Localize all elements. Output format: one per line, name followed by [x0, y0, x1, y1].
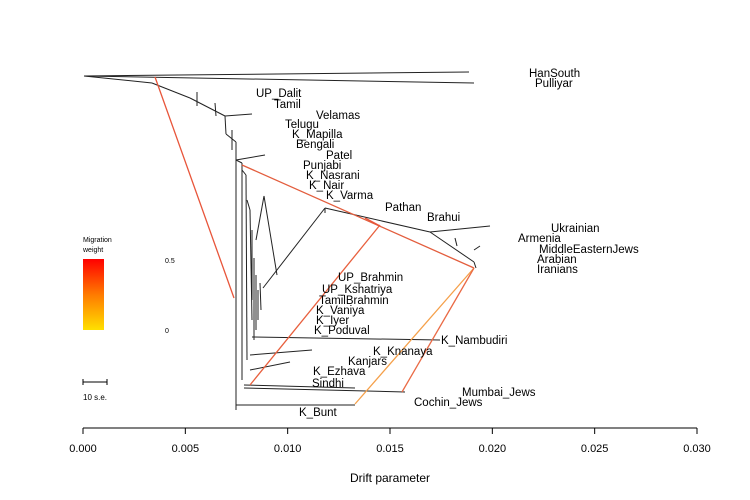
branch — [243, 384, 356, 389]
x-tick-label: 0.015 — [376, 443, 404, 455]
tip-label: K_Bunt — [299, 407, 338, 419]
tip-label: HanSouth — [529, 68, 580, 80]
legend-high-label: 0.5 — [165, 258, 175, 265]
branch — [255, 195, 265, 241]
branch — [249, 361, 291, 371]
tip-label: UP_Kshatriya — [322, 284, 393, 296]
tip-label: Brahui — [427, 212, 460, 224]
tip-label: MiddleEasternJews — [539, 244, 639, 256]
tip-label: K_Nasrani — [306, 170, 360, 182]
legend-low-label: 0 — [165, 328, 169, 335]
tip-label: K_Vaniya — [316, 305, 365, 317]
tree-branches — [83, 71, 491, 410]
x-tick-label: 0.030 — [683, 443, 711, 455]
tip-label: K_Mapilla — [292, 129, 343, 141]
x-tick-label: 0.020 — [479, 443, 507, 455]
branch — [429, 225, 491, 233]
scale-bar: 10 s.e. — [82, 379, 108, 402]
branch — [83, 75, 153, 84]
tip-label: Pathan — [385, 202, 421, 214]
migration-arrow — [401, 267, 475, 393]
branch — [249, 209, 253, 321]
branch — [251, 336, 441, 341]
tip-label: Tamil — [274, 99, 301, 111]
branch — [473, 245, 481, 251]
tip-label: Bengali — [296, 139, 334, 151]
migration-arrow — [249, 224, 381, 386]
migration-arrow — [364, 217, 381, 227]
tip-label: Mumbai_Jews — [462, 387, 536, 399]
tip-label: K_Iyer — [316, 315, 349, 327]
migration-legend: Migration weight 0.5 0 — [82, 237, 175, 335]
tip-label: Ukrainian — [551, 223, 600, 235]
tip-label: Armenia — [518, 233, 561, 245]
x-axis: 0.000 0.005 0.010 0.015 0.020 0.025 0.030 Drif… — [69, 427, 711, 485]
migration-arrow — [154, 76, 235, 299]
tip-labels: HanSouth Pulliyar UP_Dalit Tamil Velamas… — [256, 68, 639, 419]
branch — [243, 387, 406, 393]
scale-bar-label: 10 s.e. — [83, 393, 107, 402]
branch — [83, 71, 470, 77]
x-axis-title: Drift parameter — [350, 471, 430, 485]
branch — [263, 195, 278, 276]
branch — [224, 113, 253, 117]
tip-label: K_Knanaya — [373, 346, 433, 358]
tip-label: UP_Dalit — [256, 88, 302, 100]
branch — [259, 282, 262, 311]
branch — [83, 75, 475, 84]
branch — [473, 261, 477, 269]
tip-label: Patel — [326, 150, 352, 162]
branch — [249, 349, 313, 356]
branch — [225, 133, 237, 143]
branch — [246, 199, 251, 211]
tip-label: Cochin_Jews — [414, 397, 483, 409]
migration-edges — [154, 76, 475, 405]
tip-label: Velamas — [316, 110, 360, 122]
legend-title: Migration — [83, 237, 112, 244]
branch — [324, 207, 431, 233]
legend-color-bar — [83, 259, 104, 330]
branch — [241, 169, 247, 176]
tip-label: Pulliyar — [535, 78, 573, 90]
branch — [214, 102, 217, 117]
tip-label: K_Nair — [309, 180, 344, 192]
legend-title: weight — [82, 247, 103, 254]
x-tick-label: 0.025 — [581, 443, 609, 455]
x-tick-label: 0.005 — [172, 443, 200, 455]
tip-label: TamilBrahmin — [319, 295, 389, 307]
branch — [429, 231, 475, 263]
tip-label: Sindhi — [312, 378, 344, 390]
tip-label: Telugu — [285, 119, 319, 131]
migration-arrow — [241, 164, 475, 269]
branch — [235, 154, 266, 161]
branch — [224, 115, 227, 135]
tip-label: K_Varma — [326, 190, 374, 202]
migration-arrow — [354, 267, 475, 405]
branch — [235, 159, 243, 164]
tip-label: K_Nambudiri — [441, 335, 507, 347]
tip-label: K_Ezhava — [313, 366, 366, 378]
tip-label: UP_Brahmin — [338, 272, 403, 284]
branch — [189, 97, 226, 117]
tip-label: Punjabi — [303, 160, 341, 172]
tip-label: Kanjars — [348, 356, 387, 368]
branch — [262, 207, 326, 289]
branch — [245, 174, 248, 361]
x-tick-label: 0.010 — [274, 443, 302, 455]
tip-label: K_Poduval — [314, 325, 370, 337]
tip-label: Iranians — [537, 264, 578, 276]
branch — [454, 237, 458, 247]
x-tick-label: 0.000 — [69, 443, 97, 455]
tip-label: Arabian — [537, 254, 577, 266]
